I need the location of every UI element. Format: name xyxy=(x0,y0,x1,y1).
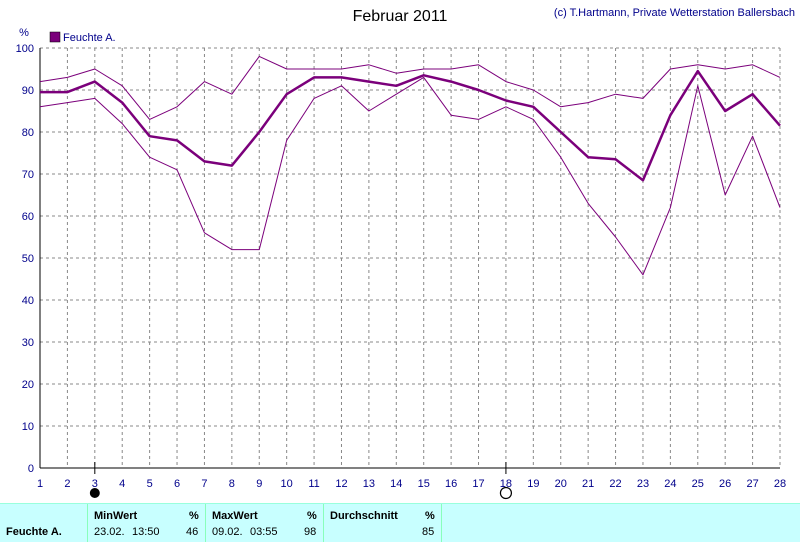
x-tick-label-25: 25 xyxy=(692,478,704,490)
avg-unit: % xyxy=(425,510,435,522)
x-tick-label-19: 19 xyxy=(527,478,539,490)
y-tick-label-90: 90 xyxy=(22,85,34,97)
y-tick-label-20: 20 xyxy=(22,379,34,391)
avg-header: Durchschnitt xyxy=(330,510,398,522)
max-time: 03:55 xyxy=(250,526,278,538)
new-moon-icon xyxy=(89,488,100,498)
y-tick-label-10: 10 xyxy=(22,421,34,433)
stats-panel: Feuchte A. MinWert % 23.02. 13:50 46 Max… xyxy=(0,503,800,542)
x-tick-label-26: 26 xyxy=(719,478,731,490)
series-line-max xyxy=(39,55,781,120)
x-tick-label-15: 15 xyxy=(418,478,430,490)
x-tick-label-20: 20 xyxy=(555,478,567,490)
x-tick-label-8: 8 xyxy=(229,478,235,490)
min-value: 46 xyxy=(186,526,199,538)
moon-markers xyxy=(89,462,513,500)
series-line-mean xyxy=(40,69,781,182)
x-tick-label-12: 12 xyxy=(335,478,347,490)
min-time: 13:50 xyxy=(132,526,160,538)
min-unit: % xyxy=(189,510,199,522)
x-tick-label-9: 9 xyxy=(256,478,262,490)
chart-lines xyxy=(39,55,781,276)
x-tick-label-22: 22 xyxy=(609,478,621,490)
x-tick-label-23: 23 xyxy=(637,478,649,490)
y-tick-label-0: 0 xyxy=(28,463,34,475)
x-tick-label-24: 24 xyxy=(664,478,676,490)
y-axis-unit: % xyxy=(19,27,29,39)
max-date: 09.02. xyxy=(212,526,243,538)
chart-grid xyxy=(40,47,781,468)
avg-cell: Durchschnitt % 85 xyxy=(324,504,442,542)
y-tick-label-40: 40 xyxy=(22,295,34,307)
x-tick-label-1: 1 xyxy=(37,478,43,490)
x-tick-label-5: 5 xyxy=(147,478,153,490)
y-tick-label-60: 60 xyxy=(22,211,34,223)
x-tick-label-28: 28 xyxy=(774,478,786,490)
y-tick-label-70: 70 xyxy=(22,169,34,181)
x-tick-label-10: 10 xyxy=(281,478,293,490)
series-line-min xyxy=(39,76,781,276)
avg-value: 85 xyxy=(422,526,435,538)
stats-row-label: Feuchte A. xyxy=(6,526,62,538)
legend-swatch xyxy=(49,31,61,43)
y-tick-label-50: 50 xyxy=(22,253,34,265)
legend-label: Feuchte A. xyxy=(63,32,116,44)
x-tick-label-7: 7 xyxy=(201,478,207,490)
x-tick-label-16: 16 xyxy=(445,478,457,490)
min-header: MinWert xyxy=(94,510,138,522)
x-tick-label-13: 13 xyxy=(363,478,375,490)
y-tick-label-80: 80 xyxy=(22,127,34,139)
x-tick-label-27: 27 xyxy=(746,478,758,490)
x-tick-label-3: 3 xyxy=(92,478,98,490)
x-tick-label-11: 11 xyxy=(308,478,319,490)
y-tick-label-100: 100 xyxy=(16,43,34,55)
x-tick-label-17: 17 xyxy=(472,478,484,490)
max-unit: % xyxy=(307,510,317,522)
x-tick-label-4: 4 xyxy=(119,478,125,490)
max-value: 98 xyxy=(304,526,317,538)
min-cell: MinWert % 23.02. 13:50 46 xyxy=(88,504,206,542)
max-header: MaxWert xyxy=(212,510,258,522)
full-moon-icon xyxy=(499,486,513,500)
stats-label-cell: Feuchte A. xyxy=(0,504,88,542)
humidity-chart: Februar 2011 (c) T.Hartmann, Private Wet… xyxy=(16,7,795,500)
x-tick-label-14: 14 xyxy=(390,478,402,490)
chart-title: Februar 2011 xyxy=(353,8,448,25)
x-tick-label-6: 6 xyxy=(174,478,180,490)
chart-credit: (c) T.Hartmann, Private Wetterstation Ba… xyxy=(554,7,795,19)
max-cell: MaxWert % 09.02. 03:55 98 xyxy=(206,504,324,542)
x-tick-label-2: 2 xyxy=(64,478,70,490)
min-date: 23.02. xyxy=(94,526,125,538)
chart-axes xyxy=(39,48,780,469)
x-tick-label-21: 21 xyxy=(582,478,594,490)
x-tick-label-18: 18 xyxy=(500,478,512,490)
y-tick-label-30: 30 xyxy=(22,337,34,349)
